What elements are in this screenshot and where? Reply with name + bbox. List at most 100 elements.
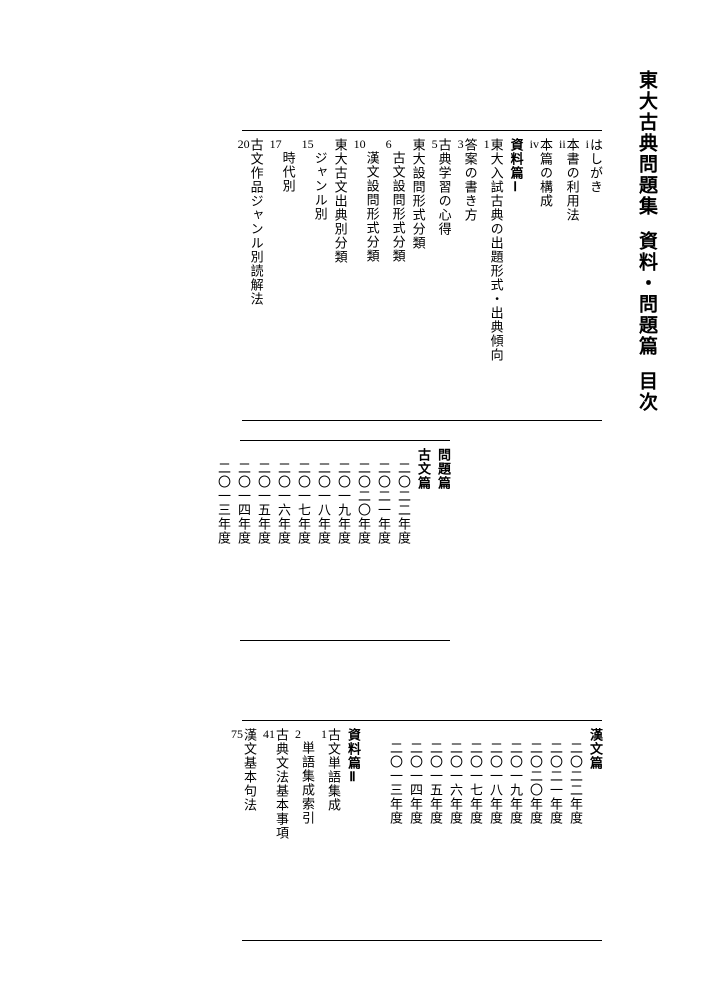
toc-entry-label: 資料篇Ⅰ xyxy=(510,138,523,413)
toc-entry-label: 二〇二一年度 xyxy=(549,728,562,933)
toc-entry-label: 二〇一六年度 xyxy=(277,448,290,633)
toc-entry-label: 古文設問形式分類 xyxy=(392,138,405,413)
toc-entry-page: 3 xyxy=(458,138,464,413)
toc-entry-label: 二〇一八年度 xyxy=(489,728,502,933)
toc-entry: 資料篇Ⅰ xyxy=(510,138,523,413)
toc-entry-page: 6 xyxy=(386,138,392,413)
toc-entry: 二〇一四年度 xyxy=(237,448,250,633)
rule xyxy=(240,440,450,441)
toc-entry-label: 古文単語集成 xyxy=(327,728,340,961)
title-part-3: 目次 xyxy=(636,371,657,413)
toc-entry: 二〇一八年度 xyxy=(317,448,330,633)
toc-entry-label: 問題篇 xyxy=(437,448,450,633)
toc-entry-label: 古典文法基本事項 xyxy=(275,728,288,961)
toc-entry-label: 東大古文出典別分類 xyxy=(334,138,347,413)
toc-entry-label: 答案の書き方 xyxy=(464,138,477,413)
toc-entry-label: 二〇一六年度 xyxy=(449,728,462,933)
toc-entry: 二〇二一年度 xyxy=(377,448,390,633)
toc-entry-label: 二〇二〇年度 xyxy=(529,728,542,933)
rule xyxy=(242,720,602,721)
toc-entry: 東大入試古典の出題形式・出典傾向1 xyxy=(484,138,503,413)
toc-entry-label: 東大設問形式分類 xyxy=(412,138,425,413)
toc-entry-label: 古文作品ジャンル別読解法 xyxy=(250,138,263,413)
toc-entry-label: 漢文設問形式分類 xyxy=(366,138,379,413)
toc-entry: 二〇二〇年度 xyxy=(357,448,370,633)
toc-entry-page: 75 xyxy=(231,728,243,961)
toc-entry-label: 東大入試古典の出題形式・出典傾向 xyxy=(490,138,503,413)
toc-entry: 二〇一三年度 xyxy=(217,448,230,633)
toc-entry-page: ii xyxy=(559,138,566,413)
toc-entry: 二〇二一年度 xyxy=(549,728,562,933)
toc-entry-page: 1 xyxy=(321,728,327,961)
toc-entry-page: 17 xyxy=(270,138,282,413)
toc-entry-label: 二〇一五年度 xyxy=(257,448,270,633)
toc-entry: 時代別17 xyxy=(270,138,295,413)
toc-entry-label: 時代別 xyxy=(282,138,295,413)
toc-entry-page: 15 xyxy=(302,138,314,413)
toc-entry: 二〇一九年度 xyxy=(509,728,522,933)
toc-entry: 古文単語集成1 xyxy=(321,728,340,961)
toc-entry: 漢文設問形式分類10 xyxy=(354,138,379,413)
rule xyxy=(242,130,602,131)
toc-entry: 単語集成索引2 xyxy=(295,728,314,961)
toc-entry-page: 41 xyxy=(263,728,275,961)
toc-entry-label: 古典学習の心得 xyxy=(438,138,451,413)
toc-entry: 本書の利用法ii xyxy=(559,138,579,413)
toc-entry: 二〇二〇年度 xyxy=(529,728,542,933)
toc-entry: 二〇一八年度 xyxy=(489,728,502,933)
toc-entry: 二〇二二年度 xyxy=(397,448,410,633)
toc-entry-page: i xyxy=(586,138,589,413)
page-title: 東大古典問題集資料・問題篇目次 xyxy=(633,70,660,413)
toc-entry: 二〇一九年度 xyxy=(337,448,350,633)
toc-entry: 古文作品ジャンル別読解法20 xyxy=(238,138,263,413)
toc-entry: 二〇一七年度 xyxy=(469,728,482,933)
toc-entry-page: iv xyxy=(530,138,539,413)
toc-entry-label: はしがき xyxy=(589,138,602,413)
toc-entry: はしがきi xyxy=(586,138,602,413)
toc-entry: 古文設問形式分類6 xyxy=(386,138,405,413)
toc-entry: 二〇二二年度 xyxy=(569,728,582,933)
toc-entry-page: 5 xyxy=(432,138,438,413)
toc-entry: 古典文法基本事項41 xyxy=(263,728,288,961)
toc-entry: 二〇一五年度 xyxy=(429,728,442,933)
toc-entry: 二〇一六年度 xyxy=(449,728,462,933)
toc-entry: 東大設問形式分類 xyxy=(412,138,425,413)
toc-entry-label: 二〇一九年度 xyxy=(337,448,350,633)
toc-entry: 古典学習の心得5 xyxy=(432,138,451,413)
toc-entry-page: 1 xyxy=(484,138,490,413)
toc-entry-label: 古文篇 xyxy=(417,448,430,633)
toc-entry-label: 二〇二二年度 xyxy=(397,448,410,633)
toc-entry-page: 20 xyxy=(238,138,250,413)
toc-entry: 資料篇Ⅱ xyxy=(347,728,360,961)
toc-entry: 二〇一五年度 xyxy=(257,448,270,633)
toc-entry-label: 二〇一四年度 xyxy=(237,448,250,633)
toc-entry-label: 二〇二〇年度 xyxy=(357,448,370,633)
toc-entry-label: 二〇一五年度 xyxy=(429,728,442,933)
toc-entry-label: 二〇一七年度 xyxy=(469,728,482,933)
toc-entry: 二〇一四年度 xyxy=(409,728,422,933)
toc-entry-label: 二〇二二年度 xyxy=(569,728,582,933)
toc-entry: 答案の書き方3 xyxy=(458,138,477,413)
toc-page: 東大古典問題集資料・問題篇目次 はしがきi 本書の利用法ii 本篇の構成iv 資料篇Ⅰ… xyxy=(130,70,660,970)
title-part-1: 東大古典問題集 xyxy=(636,70,657,217)
toc-entry-label: 単語集成索引 xyxy=(301,728,314,961)
toc-entry-page: 2 xyxy=(295,728,301,961)
toc-entry-label: 二〇一四年度 xyxy=(409,728,422,933)
toc-entry: 二〇一三年度 xyxy=(389,728,402,933)
toc-entry-label: 漢文基本句法 xyxy=(243,728,256,961)
rule xyxy=(242,940,602,941)
toc-entry: 古文篇 xyxy=(417,448,430,633)
toc-entry: 漢文基本句法75 xyxy=(231,728,256,961)
toc-entry-label: 二〇二一年度 xyxy=(377,448,390,633)
toc-entry: 漢文篇 xyxy=(589,728,602,933)
rule xyxy=(242,420,602,421)
toc-entry: 東大古文出典別分類 xyxy=(334,138,347,413)
toc-entry-label: 二〇一九年度 xyxy=(509,728,522,933)
toc-entry-label: 漢文篇 xyxy=(589,728,602,933)
toc-entry-page: 10 xyxy=(354,138,366,413)
toc-block-2: 問題篇古文篇二〇二二年度二〇二一年度二〇二〇年度二〇一九年度二〇一八年度二〇一七… xyxy=(240,448,450,633)
toc-entry-label: 本篇の構成 xyxy=(539,138,552,413)
toc-entry-label: 二〇一三年度 xyxy=(389,728,402,933)
toc-entry: 問題篇 xyxy=(437,448,450,633)
toc-entry-label: ジャンル別 xyxy=(314,138,327,413)
